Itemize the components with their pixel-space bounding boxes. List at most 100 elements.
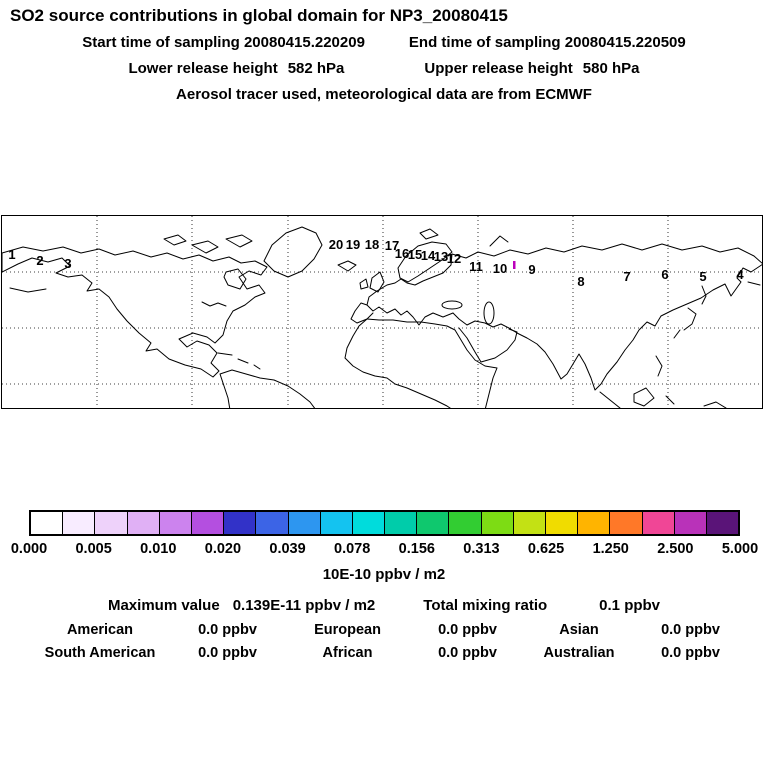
- coastline-asia-pacific: [452, 264, 762, 391]
- total-mixing-ratio-value: 0.1 ppbv: [599, 597, 661, 614]
- coastline-aleutians: [9, 281, 761, 293]
- trajectory-point-label: 13: [434, 249, 448, 264]
- region-value: 0.0 ppbv: [198, 645, 257, 661]
- upper-release: Upper release height 580 hPa: [424, 60, 639, 77]
- colorbar-segment: [578, 512, 611, 534]
- region-label: African: [322, 645, 373, 661]
- colorbar-tick-label: 0.000: [10, 541, 48, 557]
- trajectory-point-label: 14: [421, 248, 436, 263]
- trajectory-point-label: 17: [385, 238, 399, 253]
- colorbar-tick-label: 0.039: [269, 541, 306, 557]
- colorbar-unit: 10E-10 ppbv / m2: [322, 566, 446, 583]
- trajectory-point-label: 3: [64, 256, 71, 271]
- coastline-iceland: [337, 260, 357, 272]
- colorbar-tick-label: 0.005: [75, 541, 112, 557]
- lower-release-value: 582 hPa: [287, 60, 345, 77]
- coastline-south-america: [219, 369, 316, 408]
- colorbar-tick-label: 0.156: [398, 541, 435, 557]
- trajectory-point-label: 5: [699, 269, 706, 284]
- lower-release: Lower release height 582 hPa: [128, 60, 344, 77]
- region-label: European: [314, 622, 381, 638]
- colorbar-segment: [256, 512, 289, 534]
- trajectory-point-label: 4: [736, 267, 744, 282]
- colorbar-tick-label: 2.500: [657, 541, 694, 557]
- colorbar-segment: [191, 512, 225, 534]
- coastline-scandinavia: [397, 241, 453, 283]
- region-label: South American: [44, 645, 156, 661]
- trajectory-point-label: 9: [528, 262, 535, 277]
- trajectory-point-label: 1: [8, 247, 15, 262]
- lower-release-label: Lower release height: [128, 60, 278, 77]
- coastline-greenland: [263, 226, 323, 278]
- trajectory-point-label: 2: [36, 253, 43, 268]
- maximum-value: 0.139E-11 ppbv / m2: [232, 597, 376, 614]
- sampling-times-line: Start time of sampling 20080415.220209 E…: [0, 34, 768, 51]
- colorbar-segment: [127, 512, 160, 534]
- trajectory-point-label: 11: [469, 259, 483, 274]
- colorbar-segment: [63, 512, 96, 534]
- region-value: 0.0 ppbv: [438, 645, 497, 661]
- colorbar-segment: [610, 512, 643, 534]
- coastline-arabia: [458, 327, 518, 363]
- coastline-north-america: [2, 246, 268, 378]
- region-label: Asian: [559, 622, 599, 638]
- colorbar-segment: [224, 512, 257, 534]
- colorbar-segment: [449, 512, 482, 534]
- region-value: 0.0 ppbv: [438, 622, 497, 638]
- end-time-text: End time of sampling 20080415.220509: [408, 34, 686, 51]
- trajectory-point-label: 20: [329, 237, 343, 252]
- trajectory-point-label: 10: [493, 261, 507, 276]
- colorbar-tick-label: 0.313: [463, 541, 500, 557]
- trajectory-point-label: 18: [365, 237, 379, 252]
- trajectory-point-label: 19: [346, 237, 360, 252]
- colorbar-tick-label: 0.078: [334, 541, 371, 557]
- trajectory-point-label: 8: [577, 274, 584, 289]
- tracer-note-text: Aerosol tracer used, meteorological data…: [176, 86, 592, 103]
- trajectory-point-label: 16: [395, 246, 409, 261]
- colorbar-segment: [417, 512, 450, 534]
- colorbar-segment: [706, 512, 739, 534]
- colorbar: [29, 510, 740, 536]
- page-title: SO2 source contributions in global domai…: [10, 6, 508, 25]
- regions-grid: American 0.0 ppbv European 0.0 ppbv Asian 0.0…: [25, 620, 743, 663]
- coastline-british-isles: [359, 271, 385, 293]
- coastline-se-asia-islands: [599, 355, 727, 408]
- colorbar-tick-label: 5.000: [721, 541, 759, 557]
- coastline-arctic-islands: [163, 234, 253, 254]
- coastline-sakhalin: [701, 285, 707, 305]
- region-value: 0.0 ppbv: [661, 645, 720, 661]
- upper-release-value: 580 hPa: [582, 60, 640, 77]
- great-lakes: [201, 301, 227, 307]
- coastline-hudson-bay: [223, 268, 247, 290]
- colorbar-segment: [320, 512, 353, 534]
- release-heights-line: Lower release height 582 hPa Upper relea…: [0, 60, 768, 77]
- colorbar-segment: [481, 512, 514, 534]
- coastline-west-europe: [366, 253, 453, 306]
- tracer-note-line: Aerosol tracer used, meteorological data…: [0, 86, 768, 103]
- colorbar-segment: [95, 512, 128, 534]
- trajectory-point-label: 7: [623, 269, 630, 284]
- colorbar-segment: [674, 512, 707, 534]
- colorbar-tick-label: 1.250: [592, 541, 629, 557]
- map-graticule: [2, 216, 762, 408]
- coastlines: [2, 226, 762, 408]
- coastline-novaya-zemlya: [489, 235, 509, 247]
- release-marker: [513, 261, 516, 269]
- coastline-africa-west: [344, 318, 451, 408]
- coastline-africa-east-north: [366, 318, 498, 408]
- black-sea: [441, 300, 463, 310]
- colorbar-segment: [546, 512, 579, 534]
- world-map: 1 2 3 4 5 6 7 8 9 10 11 12 13 14 15 16 17 18 19 20: [1, 215, 763, 409]
- region-value: 0.0 ppbv: [661, 622, 720, 638]
- region-label: American: [66, 622, 134, 638]
- colorbar-tick-label: 0.625: [527, 541, 565, 557]
- trajectory-point-label: 6: [661, 267, 668, 282]
- region-value: 0.0 ppbv: [198, 622, 257, 638]
- stats-summary-line: Maximum value 0.139E-11 ppbv / m2 Total …: [0, 597, 768, 614]
- colorbar-tick-label: 0.010: [140, 541, 177, 557]
- caspian-sea: [483, 301, 495, 325]
- coastline-eurasia-arctic: [451, 243, 762, 264]
- coastline-mediterranean-north: [350, 302, 454, 326]
